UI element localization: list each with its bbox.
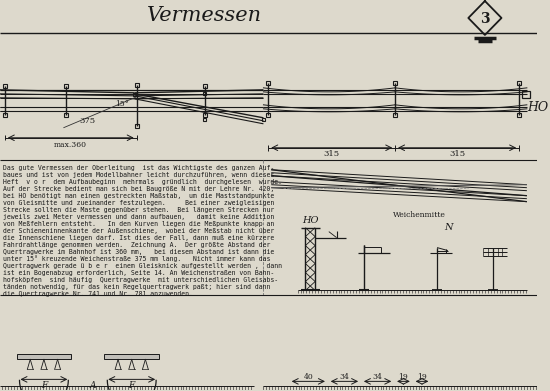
- Bar: [266, 113, 270, 117]
- Text: F: F: [41, 381, 47, 390]
- Text: HO: HO: [302, 216, 318, 225]
- Bar: [204, 118, 206, 121]
- Text: ist ein Bogenabzug erforderlich, Seite 14. An Weichenstraßen von Bahn-: ist ein Bogenabzug erforderlich, Seite 1…: [3, 269, 274, 276]
- Text: jeweils zwei Meter vermessen und dann aufbauen,   damit keine Addition: jeweils zwei Meter vermessen und dann au…: [3, 213, 274, 220]
- Text: der Schieneninnenkante der Außenschiene,  wobei der Meßstab nicht über: der Schieneninnenkante der Außenschiene,…: [3, 228, 274, 233]
- Text: Heft  v o r  dem Aufbaubeginn  mehrmals  gründlich  durchgelesen  wurde.: Heft v o r dem Aufbaubeginn mehrmals grü…: [3, 179, 282, 185]
- Text: tänden notwendig, für das kein Regelquertragwerk paßt; hier sind dann: tänden notwendig, für das kein Regelquer…: [3, 283, 270, 289]
- Bar: [135, 83, 139, 87]
- Text: 19: 19: [399, 373, 408, 381]
- Text: Quertragwerk gerade ü b e r  einem Gleisknick aufgestellt werden ,  dann: Quertragwerk gerade ü b e r einem Gleisk…: [3, 263, 282, 269]
- Bar: [64, 84, 68, 88]
- Text: A: A: [90, 381, 96, 390]
- Bar: [393, 113, 397, 117]
- Text: 375: 375: [80, 117, 96, 125]
- Text: 3: 3: [480, 12, 490, 26]
- Text: F: F: [129, 381, 135, 390]
- Bar: [3, 84, 7, 88]
- Text: von Meßfehlern entsteht.   In den Kurven liegen die Meßpunkte knapp an: von Meßfehlern entsteht. In den Kurven l…: [3, 221, 274, 227]
- Text: Das gute Vermessen der Oberleitung  ist das Wichtigste des ganzen Auf-: Das gute Vermessen der Oberleitung ist d…: [3, 165, 274, 171]
- Text: die Innenschiene liegen darf. Ist dies der Fall, dann muß eine kürzere: die Innenschiene liegen darf. Ist dies d…: [3, 235, 274, 240]
- Bar: [517, 81, 521, 85]
- Bar: [204, 92, 206, 95]
- Text: 315: 315: [323, 150, 340, 158]
- Bar: [262, 118, 265, 121]
- Text: unter 15° kreuzende Weichenstraße 375 mm lang.   Nicht immer kann das: unter 15° kreuzende Weichenstraße 375 mm…: [3, 256, 270, 262]
- Bar: [393, 81, 397, 85]
- Text: 19: 19: [417, 373, 427, 381]
- Text: hofsköpfen  sind häufig  Quertragwerke  mit unterschiedlichen Gleisabs-: hofsköpfen sind häufig Quertragwerke mit…: [3, 276, 278, 283]
- Text: 34: 34: [339, 373, 349, 381]
- Text: Weichenmitte: Weichenmitte: [393, 211, 446, 219]
- Bar: [517, 113, 521, 117]
- Text: Strecke sollten die Maste gegenüber stehen.  Bei längeren Strecken nur: Strecke sollten die Maste gegenüber steh…: [3, 207, 274, 213]
- Bar: [266, 81, 270, 85]
- Bar: [16, 354, 71, 359]
- Bar: [135, 124, 139, 128]
- Bar: [104, 354, 159, 359]
- Bar: [203, 84, 207, 88]
- Text: baues und ist von jedem Modellbahner leicht durchzuführen, wenn dieses: baues und ist von jedem Modellbahner lei…: [3, 172, 274, 178]
- Text: HO: HO: [527, 101, 548, 114]
- Text: 34: 34: [373, 373, 383, 381]
- Text: von Gleismitte und zueinander festzulegen.     Bei einer zweigleisigen: von Gleismitte und zueinander festzulege…: [3, 200, 274, 206]
- Text: bei HO benötigt man einen gestreckten Maßstab,  um die Maststandpunkte: bei HO benötigt man einen gestreckten Ma…: [3, 193, 274, 199]
- Bar: [133, 93, 136, 96]
- Bar: [203, 113, 207, 117]
- Text: 40: 40: [304, 373, 313, 381]
- Text: N: N: [444, 223, 453, 232]
- Bar: [64, 113, 68, 117]
- Text: 15°: 15°: [115, 100, 129, 108]
- Text: Quertragwerke im Bahnhof ist 360 mm,   bei diesem Abstand ist dann die: Quertragwerke im Bahnhof ist 360 mm, bei…: [3, 249, 274, 255]
- Bar: [3, 113, 7, 117]
- Text: max.360: max.360: [54, 141, 87, 149]
- Bar: [522, 91, 530, 98]
- Text: Fahrdrahtlänge genommen werden.  Zeichnung A.  Der größte Abstand der: Fahrdrahtlänge genommen werden. Zeichnun…: [3, 242, 270, 248]
- Text: Auf der Strecke bedient man sich bei Baugröße N mit der Lehre Nr. 420,: Auf der Strecke bedient man sich bei Bau…: [3, 186, 274, 192]
- Text: die Quertragwerke Nr. 741 und Nr. 781 anzuwenden.: die Quertragwerke Nr. 741 und Nr. 781 an…: [3, 291, 193, 296]
- Text: Vermessen: Vermessen: [147, 7, 262, 25]
- Text: 315: 315: [449, 150, 465, 158]
